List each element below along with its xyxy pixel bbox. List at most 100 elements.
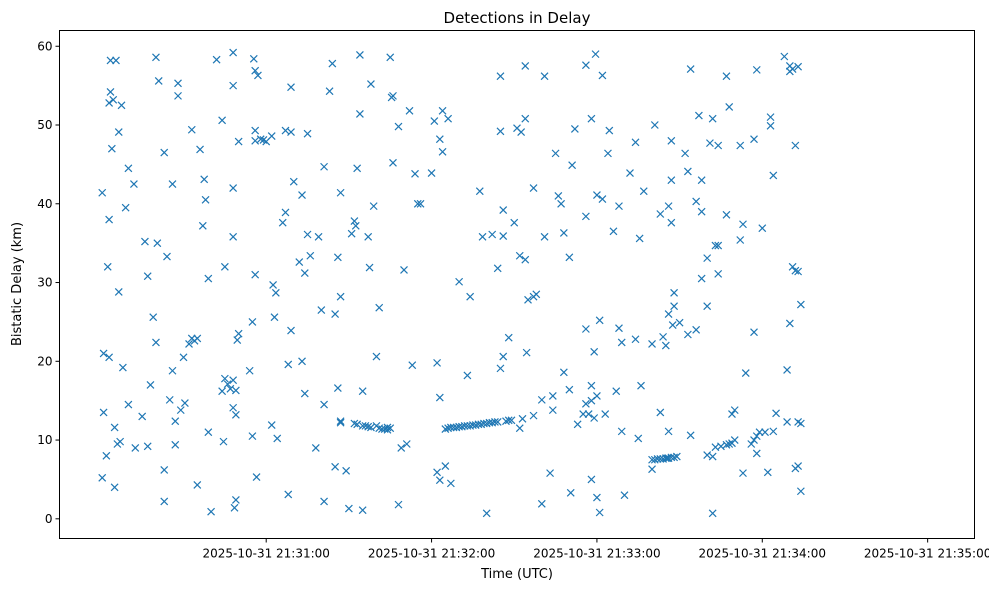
- data-point: [605, 126, 614, 135]
- data-point: [358, 387, 367, 396]
- data-point: [220, 374, 229, 383]
- data-point: [518, 414, 527, 423]
- data-marks: [98, 48, 805, 518]
- data-point: [763, 468, 772, 477]
- data-point: [463, 371, 472, 380]
- data-point: [708, 114, 717, 123]
- data-point: [664, 310, 673, 318]
- data-point: [683, 330, 692, 339]
- data-point: [351, 221, 360, 230]
- data-point: [153, 239, 162, 248]
- data-point: [269, 280, 278, 289]
- data-point: [229, 376, 238, 385]
- data-point: [617, 338, 626, 347]
- data-point: [336, 188, 345, 197]
- data-point: [521, 62, 530, 70]
- data-point: [581, 61, 590, 70]
- data-point: [229, 184, 238, 192]
- data-point: [750, 436, 758, 444]
- data-point: [714, 241, 723, 250]
- data-point: [615, 324, 623, 333]
- data-point: [617, 427, 626, 436]
- data-point: [573, 420, 582, 429]
- data-point: [714, 269, 723, 278]
- data-point: [783, 366, 792, 374]
- data-point: [587, 381, 596, 390]
- data-point: [686, 65, 695, 74]
- data-point: [791, 266, 800, 275]
- data-point: [152, 338, 160, 347]
- data-point: [207, 507, 216, 516]
- data-point: [581, 325, 590, 333]
- data-point: [353, 164, 362, 173]
- data-point: [317, 306, 326, 315]
- data-point: [284, 360, 293, 369]
- chart-title: Detections in Delay: [444, 9, 591, 27]
- data-point: [761, 428, 769, 437]
- data-point: [163, 252, 171, 261]
- data-point: [138, 412, 147, 421]
- data-point: [703, 254, 712, 263]
- data-point: [559, 368, 568, 377]
- y-tick-label: 0: [45, 512, 53, 526]
- data-point: [231, 386, 240, 395]
- data-point: [245, 366, 254, 375]
- data-point: [598, 71, 607, 80]
- data-point: [769, 427, 778, 436]
- data-point: [383, 423, 392, 432]
- data-point: [306, 251, 315, 260]
- data-point: [548, 406, 557, 415]
- data-point: [106, 88, 115, 96]
- data-point: [234, 137, 243, 146]
- data-point: [303, 230, 312, 239]
- data-point: [331, 310, 340, 318]
- data-point: [433, 468, 441, 477]
- data-point: [639, 187, 648, 196]
- data-point: [328, 59, 337, 68]
- data-point: [736, 141, 745, 150]
- y-tick-label: 60: [37, 39, 52, 53]
- data-point: [102, 451, 111, 460]
- y-tick-label: 40: [37, 197, 52, 211]
- data-point: [278, 218, 287, 227]
- data-point: [752, 449, 761, 458]
- data-point: [587, 114, 596, 123]
- data-point: [229, 48, 238, 57]
- data-point: [248, 317, 257, 326]
- data-point: [570, 125, 579, 133]
- data-point: [160, 148, 169, 157]
- data-point: [648, 340, 656, 348]
- data-point: [204, 274, 213, 283]
- data-point: [565, 253, 574, 262]
- data-point: [234, 329, 243, 338]
- data-point: [154, 76, 163, 85]
- data-point: [331, 462, 340, 471]
- data-point: [112, 56, 120, 65]
- data-point: [143, 442, 152, 451]
- data-point: [681, 149, 690, 158]
- data-point: [441, 462, 450, 470]
- data-point: [493, 418, 502, 426]
- data-point: [659, 332, 667, 341]
- data-point: [367, 423, 375, 432]
- data-point: [626, 169, 634, 177]
- data-point: [160, 466, 169, 474]
- data-point: [160, 497, 169, 506]
- data-point: [171, 417, 180, 426]
- data-point: [524, 295, 532, 304]
- data-point: [466, 292, 475, 301]
- data-point: [522, 348, 531, 357]
- data-point: [413, 199, 422, 208]
- data-point: [593, 493, 601, 502]
- data-point: [372, 352, 381, 361]
- data-point: [499, 352, 508, 361]
- data-point: [507, 416, 516, 425]
- data-point: [300, 389, 309, 398]
- data-point: [692, 325, 701, 334]
- data-point: [730, 406, 739, 415]
- data-point: [358, 506, 367, 515]
- data-point: [444, 114, 453, 123]
- data-point: [350, 419, 359, 428]
- data-point: [220, 262, 229, 271]
